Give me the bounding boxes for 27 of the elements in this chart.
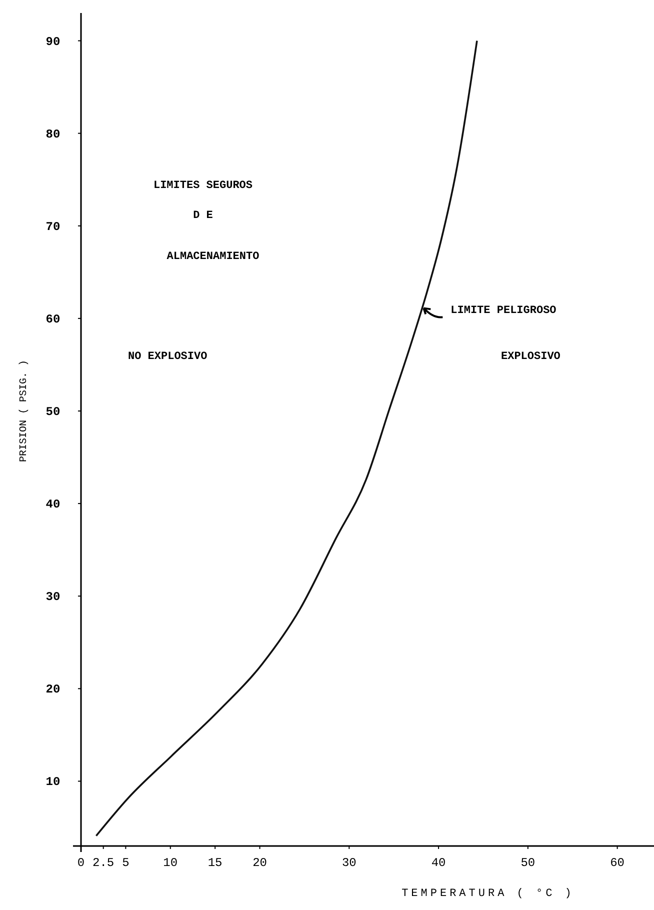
x-tick-label: 10 (163, 856, 178, 870)
y-tick-label: 40 (46, 498, 60, 512)
x-tick-label: 20 (252, 856, 267, 870)
x-tick-label: 60 (610, 856, 625, 870)
y-tick-label: 80 (46, 127, 60, 142)
annotation: NO EXPLOSIVO (128, 351, 208, 363)
y-tick-label: 90 (46, 34, 60, 49)
x-tick-label: 50 (520, 856, 536, 870)
x-axis-title: TEMPERATURA ( °C ) (402, 888, 574, 900)
annotation: LIMITE PELIGROSO (450, 305, 557, 318)
x-tick-label: 0 (77, 856, 85, 870)
y-tick-label: 20 (46, 682, 60, 697)
x-tick-label: 2.5 (92, 856, 114, 870)
x-tick-label: 40 (431, 856, 446, 870)
annotation: EXPLOSIVO (501, 351, 561, 363)
annotation: D E (193, 210, 214, 222)
x-tick-label: 5 (122, 856, 130, 870)
annotation: ALMACENAMIENTO (166, 251, 260, 263)
x-tick-label: 15 (208, 856, 222, 870)
y-tick-label: 70 (46, 220, 60, 234)
y-tick-label: 10 (46, 775, 60, 790)
annotation: LIMITES SEGUROS (153, 180, 253, 192)
y-axis-title: PRISION ( PSIG. ) (18, 360, 30, 462)
y-tick-label: 30 (46, 590, 60, 604)
x-tick-label: 30 (342, 856, 356, 870)
y-tick-label: 50 (46, 404, 60, 419)
y-tick-label: 60 (46, 312, 60, 326)
